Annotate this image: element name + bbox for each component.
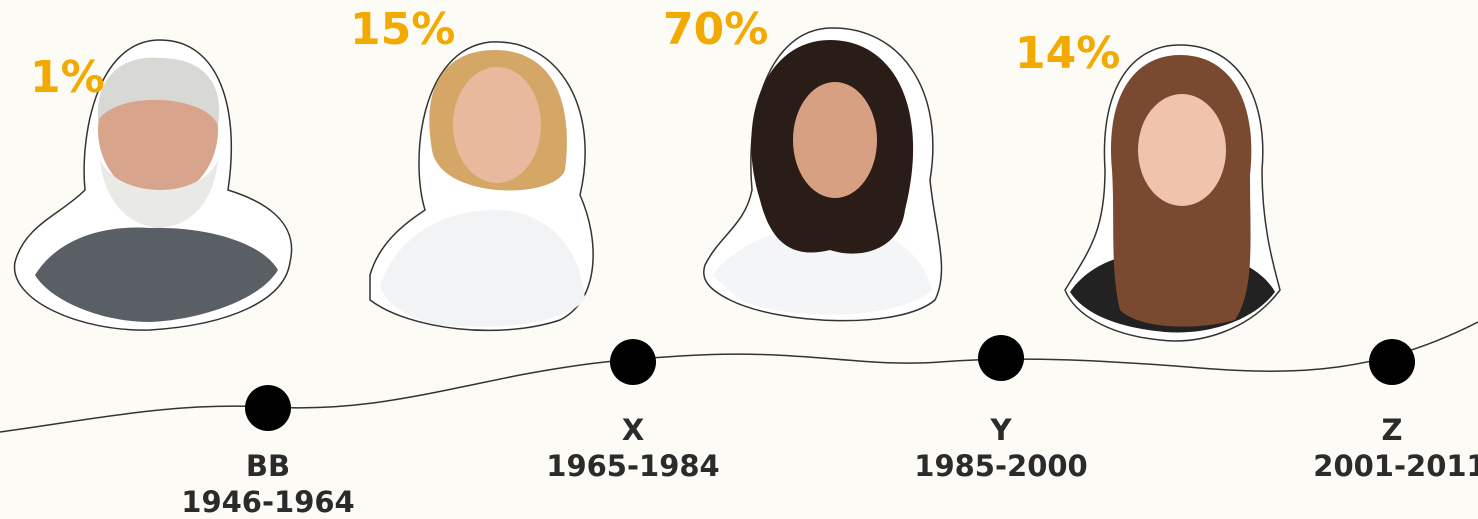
portrait <box>704 28 942 321</box>
timeline-dot <box>1369 339 1415 385</box>
generation-years: 2001-2011 <box>1313 449 1478 483</box>
timeline-dot <box>978 335 1024 381</box>
generation-years: 1985-2000 <box>914 449 1087 483</box>
timeline-dot <box>245 385 291 431</box>
generation-name: Y <box>990 413 1013 447</box>
timeline-curve <box>0 322 1478 432</box>
percent: 14% <box>1015 28 1120 79</box>
infographic: 1% 15% 70% 14% BB 1946-1964 X 1965-1984 … <box>0 0 1478 519</box>
generation-name: BB <box>246 449 290 483</box>
percent: 70% <box>663 4 768 55</box>
generation-years: 1965-1984 <box>546 449 719 483</box>
generation-name: Z <box>1381 413 1402 447</box>
percent: 1% <box>30 52 105 103</box>
generation-years: 1946-1964 <box>181 485 354 519</box>
portrait <box>1065 45 1280 341</box>
portrait <box>370 42 593 331</box>
timeline-dot <box>610 339 656 385</box>
generation-name: X <box>622 413 644 447</box>
percent: 15% <box>350 4 455 55</box>
